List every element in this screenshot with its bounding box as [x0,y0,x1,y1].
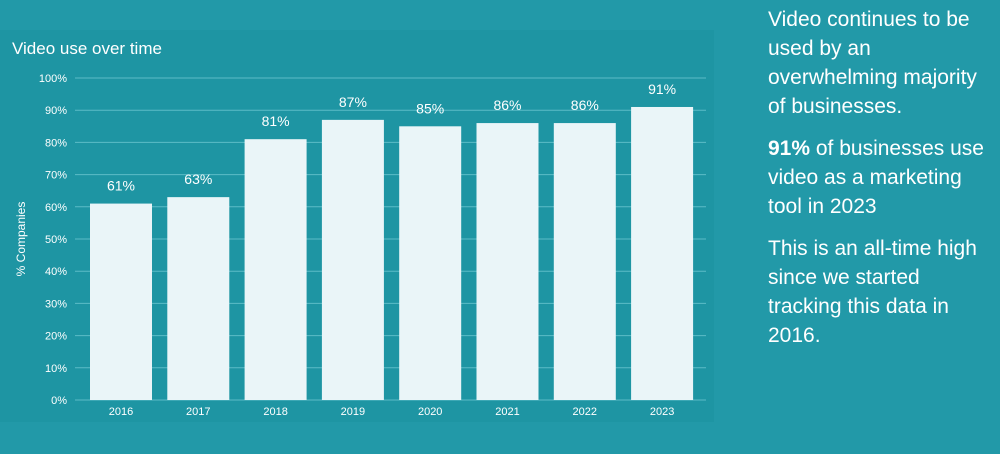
y-tick-label: 30% [45,298,67,310]
summary-stat-text: of businesses use video as a marketing t… [768,137,984,218]
bar [476,123,539,400]
y-tick-label: 0% [51,395,67,407]
y-axis-label: % Companies [14,202,28,277]
chart-title: Video use over time [12,39,162,58]
y-tick-label: 20% [45,331,67,343]
summary-note: This is an all-time high since we starte… [768,237,977,347]
x-tick-label: 2019 [341,406,365,418]
y-tick-label: 100% [39,73,67,85]
summary-panel: Video continues to be used by an overwhe… [768,5,998,363]
data-label: 85% [416,100,444,116]
x-tick-label: 2023 [650,406,674,418]
summary-stat: 91% of businesses use video as a marketi… [768,134,998,221]
x-tick-label: 2020 [418,406,442,418]
data-label: 63% [184,171,212,187]
bar [244,139,307,400]
x-tick-label: 2018 [263,406,287,418]
x-tick-label: 2016 [109,406,133,418]
data-label: 86% [571,97,599,113]
bar [167,197,230,400]
y-tick-label: 90% [45,105,67,117]
y-tick-label: 70% [45,170,67,182]
data-label: 87% [339,94,367,110]
summary-headline: Video continues to be used by an overwhe… [768,8,977,118]
bar [631,106,694,400]
y-tick-label: 60% [45,202,67,214]
bar [399,126,462,401]
y-tick-label: 80% [45,137,67,149]
bar [321,119,384,401]
y-tick-label: 10% [45,363,67,375]
y-tick-label: 50% [45,234,67,246]
y-tick-label: 40% [45,266,67,278]
data-label: 61% [107,178,135,194]
x-tick-label: 2022 [573,406,597,418]
chart-panel: 0% 10% 20% 30% 40% 50% 60% 70% 80% 90% 100% % Compa… [0,30,714,422]
x-tick-label: 2021 [495,406,519,418]
data-label: 86% [493,97,521,113]
bar-chart: 0% 10% 20% 30% 40% 50% 60% 70% 80% 90% 100% % Compa… [14,73,706,418]
summary-stat-value: 91% [768,137,811,160]
data-label: 81% [262,113,290,129]
x-tick-label: 2017 [186,406,210,418]
bar [90,203,152,400]
bar [553,123,616,400]
data-label: 91% [648,81,676,97]
